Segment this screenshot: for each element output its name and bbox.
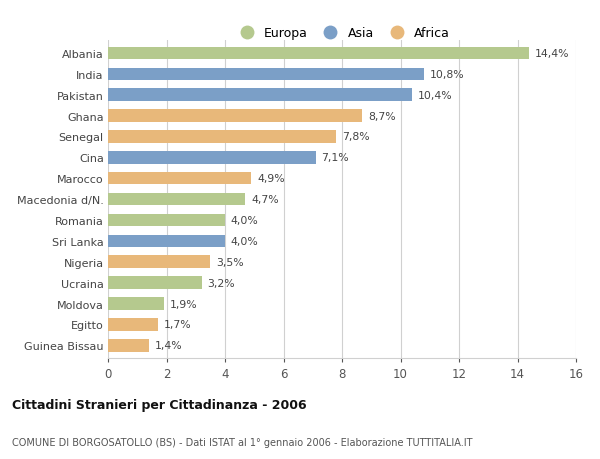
Bar <box>108 214 225 227</box>
Text: 3,2%: 3,2% <box>208 278 235 288</box>
Bar <box>108 319 158 331</box>
Bar <box>108 193 245 206</box>
Bar <box>108 48 529 60</box>
Text: 4,9%: 4,9% <box>257 174 285 184</box>
Bar <box>108 152 316 164</box>
Text: 1,4%: 1,4% <box>155 341 182 351</box>
Legend: Europa, Asia, Africa: Europa, Asia, Africa <box>229 22 455 45</box>
Text: 3,5%: 3,5% <box>216 257 244 267</box>
Bar <box>108 339 149 352</box>
Text: 10,4%: 10,4% <box>418 90 452 101</box>
Text: Cittadini Stranieri per Cittadinanza - 2006: Cittadini Stranieri per Cittadinanza - 2… <box>12 398 307 412</box>
Text: 4,0%: 4,0% <box>231 216 259 225</box>
Text: COMUNE DI BORGOSATOLLO (BS) - Dati ISTAT al 1° gennaio 2006 - Elaborazione TUTTI: COMUNE DI BORGOSATOLLO (BS) - Dati ISTAT… <box>12 437 473 447</box>
Bar <box>108 235 225 247</box>
Text: 10,8%: 10,8% <box>430 70 464 80</box>
Text: 4,0%: 4,0% <box>231 236 259 246</box>
Text: 1,7%: 1,7% <box>164 319 191 330</box>
Text: 4,7%: 4,7% <box>251 195 279 205</box>
Text: 8,7%: 8,7% <box>368 112 396 121</box>
Bar <box>108 68 424 81</box>
Text: 14,4%: 14,4% <box>535 49 569 59</box>
Bar <box>108 173 251 185</box>
Bar <box>108 110 362 123</box>
Bar <box>108 297 164 310</box>
Bar <box>108 256 211 269</box>
Text: 7,8%: 7,8% <box>342 132 370 142</box>
Bar <box>108 131 336 143</box>
Bar <box>108 89 412 102</box>
Text: 1,9%: 1,9% <box>169 299 197 309</box>
Bar <box>108 277 202 289</box>
Text: 7,1%: 7,1% <box>322 153 349 163</box>
